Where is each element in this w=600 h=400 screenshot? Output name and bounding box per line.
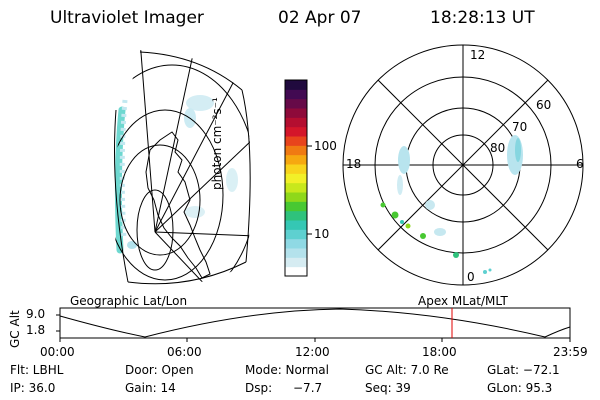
- colorbar-segment: [285, 220, 307, 230]
- colorbar-segment: [285, 248, 307, 258]
- time-label: 18:28:13 UT: [430, 8, 535, 28]
- colorbar-segment: [285, 201, 307, 212]
- colorbar-segment: [285, 126, 307, 137]
- xtick-0600: 06:00: [167, 345, 202, 359]
- mlt-label-0: 0: [467, 270, 475, 284]
- colorbar-segment: [285, 108, 307, 118]
- geo-map-label: Geographic Lat/Lon: [70, 294, 188, 308]
- colorbar-segment: [285, 80, 307, 90]
- filter-info: Flt: LBHL: [10, 363, 64, 377]
- polar-aurora: [380, 135, 523, 274]
- instrument-title: Ultraviolet Imager: [50, 8, 204, 28]
- altitude-ytick-1.8: 1.8: [26, 323, 46, 337]
- altitude-ytick-9: 9.0: [26, 307, 46, 321]
- colorbar-segment: [285, 266, 307, 277]
- ip-info: IP: 36.0: [10, 381, 56, 395]
- gc-alt-info: GC Alt: 7.0 Re: [365, 363, 449, 377]
- colorbar-segment: [285, 136, 307, 146]
- colorbar-gradient: [285, 80, 307, 277]
- colorbar-segment: [285, 89, 307, 100]
- mlat-label-80: 80: [490, 141, 506, 155]
- xtick-1800: 18:00: [422, 345, 457, 359]
- colorbar-segment: [285, 98, 307, 109]
- date-label: 02 Apr 07: [278, 8, 362, 28]
- colorbar: [284, 79, 312, 277]
- gain-info: Gain: 14: [125, 381, 176, 395]
- dsp-label: Dsp:: [245, 381, 273, 395]
- colorbar-segment: [285, 257, 307, 268]
- xtick-2359: 23:59: [553, 345, 588, 359]
- colorbar-segment: [285, 154, 307, 165]
- colorbar-segment: [285, 229, 307, 240]
- altitude-plot: [56, 307, 571, 342]
- mlat-label-60: 60: [536, 98, 552, 112]
- door-info: Door: Open: [125, 363, 194, 377]
- colorbar-segment: [285, 117, 307, 128]
- dsp-value: −7.7: [293, 381, 323, 395]
- colorbar-segment: [285, 192, 307, 202]
- colorbar-segment: [285, 182, 307, 193]
- colorbar-segment: [285, 145, 307, 156]
- seq-info: Seq: 39: [365, 381, 411, 395]
- xtick-1200: 12:00: [295, 345, 330, 359]
- colorbar-segment: [285, 238, 307, 249]
- colorbar-segment: [285, 164, 307, 174]
- colorbar-segment: [285, 173, 307, 184]
- mode-info: Mode: Normal: [245, 363, 329, 377]
- xtick-0000: 00:00: [40, 345, 75, 359]
- polar-map: [342, 44, 584, 286]
- glon-info: GLon: 95.3: [487, 381, 553, 395]
- geographic-map: [112, 50, 251, 286]
- mlt-label-12: 12: [470, 48, 486, 62]
- mlt-label-6: 6: [576, 157, 584, 171]
- altitude-ylabel: GC Alt: [8, 310, 22, 348]
- mlat-label-70: 70: [512, 120, 528, 134]
- colorbar-tick-100: 100: [314, 139, 337, 153]
- glat-info: GLat: −72.1: [487, 363, 560, 377]
- polar-map-label: Apex MLat/MLT: [418, 294, 508, 308]
- altitude-curve: [59, 308, 571, 338]
- mlt-label-18: 18: [346, 157, 362, 171]
- colorbar-tick-10: 10: [314, 227, 330, 241]
- colorbar-segment: [285, 210, 307, 221]
